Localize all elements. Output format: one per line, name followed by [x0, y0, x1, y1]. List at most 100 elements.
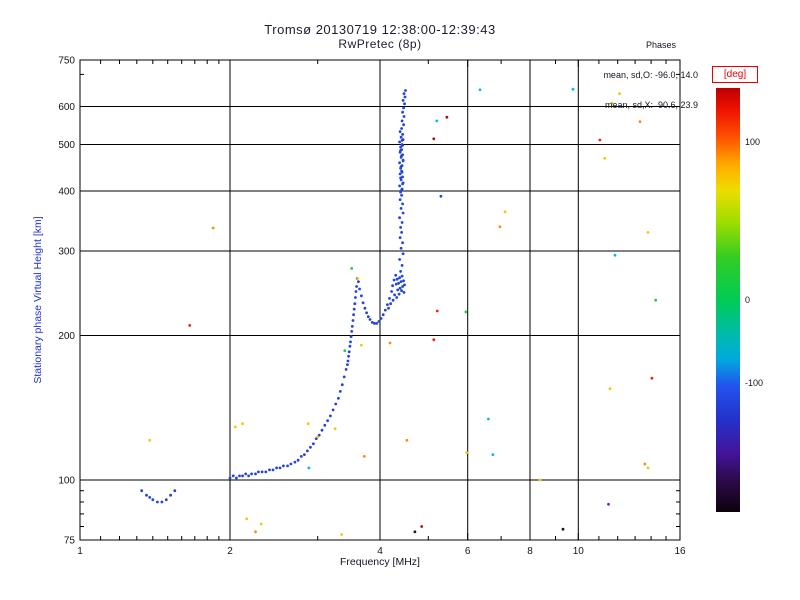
data-point	[151, 498, 155, 502]
data-point	[245, 517, 249, 521]
data-point	[391, 298, 395, 302]
colorbar-gradient	[716, 88, 740, 512]
data-point	[390, 290, 393, 293]
data-point	[346, 359, 350, 363]
data-point	[354, 290, 358, 293]
data-point	[231, 474, 235, 478]
data-point	[363, 306, 367, 310]
data-point	[398, 130, 402, 134]
data-point	[432, 137, 436, 141]
y-tick-label: 500	[58, 140, 75, 151]
y-tick-label: 300	[58, 247, 75, 258]
data-point	[148, 496, 152, 499]
data-point	[140, 489, 144, 493]
data-point	[299, 455, 303, 458]
data-point	[352, 307, 356, 311]
data-point	[478, 88, 482, 92]
data-point	[610, 101, 614, 105]
data-point	[395, 277, 399, 281]
data-point	[654, 298, 658, 302]
data-point	[362, 455, 366, 458]
data-point	[286, 464, 289, 468]
data-point	[638, 120, 642, 123]
data-point	[643, 462, 647, 466]
data-point	[487, 417, 490, 421]
data-point	[340, 383, 344, 387]
data-point	[398, 172, 402, 176]
data-point	[351, 319, 355, 322]
y-tick-label: 600	[58, 102, 75, 113]
phase-stats-o-mode: mean, sd,O: -96.0, 14.0	[603, 70, 698, 80]
data-point	[439, 194, 443, 198]
data-point	[608, 387, 612, 391]
data-point	[337, 396, 340, 400]
data-point	[400, 264, 404, 267]
data-point	[386, 303, 389, 306]
data-point	[399, 280, 403, 283]
data-point	[398, 198, 402, 202]
data-point	[399, 207, 403, 210]
data-point	[401, 144, 404, 147]
data-point	[250, 472, 254, 476]
data-point	[235, 476, 238, 480]
data-point	[350, 325, 354, 328]
data-point	[445, 115, 449, 119]
data-point	[383, 308, 387, 312]
data-point	[358, 287, 361, 291]
x-tick-label: 16	[674, 546, 686, 557]
data-point	[228, 476, 232, 480]
data-point	[399, 270, 402, 273]
x-tick-label: 6	[465, 546, 471, 557]
data-point	[352, 313, 355, 317]
data-point	[169, 493, 173, 497]
data-point	[402, 106, 405, 110]
data-point	[356, 277, 360, 280]
data-point	[309, 445, 312, 449]
data-point	[403, 102, 406, 106]
data-point	[399, 176, 402, 180]
data-point	[388, 297, 391, 300]
data-point	[401, 110, 404, 114]
data-point	[391, 284, 394, 288]
y-tick-label: 200	[58, 331, 75, 342]
data-point	[402, 115, 406, 118]
x-tick-label: 10	[573, 546, 585, 557]
data-point	[164, 498, 168, 502]
y-axis-label: Stationary phase Virtual Height [km]	[32, 216, 44, 384]
data-point	[401, 202, 404, 206]
data-point	[561, 527, 565, 531]
data-point	[350, 267, 354, 270]
data-point	[342, 375, 346, 379]
phase-stats: Phases mean, sd,O: -96.0, 14.0 mean, sd,…	[603, 20, 698, 130]
data-point	[333, 427, 337, 430]
data-point	[400, 170, 404, 174]
data-point	[340, 533, 343, 536]
data-point	[293, 460, 297, 464]
data-point	[650, 376, 654, 380]
data-point	[365, 311, 368, 315]
data-point	[613, 253, 617, 257]
data-point	[398, 276, 401, 280]
data-point	[464, 310, 468, 314]
data-point	[400, 188, 403, 192]
data-point	[264, 470, 268, 474]
data-point	[338, 390, 342, 393]
data-point	[398, 286, 402, 290]
x-tick-label: 4	[377, 546, 383, 557]
data-point	[400, 193, 403, 197]
chart-subtitle: RwPretec (8p)	[338, 37, 422, 51]
y-tick-label: 100	[58, 476, 75, 487]
data-point	[173, 489, 177, 493]
data-point	[348, 344, 352, 348]
data-point	[349, 340, 352, 344]
data-point	[373, 322, 376, 325]
data-point	[303, 453, 306, 456]
data-point	[402, 291, 406, 294]
data-point	[366, 315, 370, 318]
phase-stats-x-mode: mean, sd,X: 90.6, 23.9	[604, 100, 698, 110]
data-point	[491, 453, 495, 456]
data-point	[368, 318, 372, 321]
data-point	[405, 438, 409, 442]
data-point	[353, 302, 357, 306]
data-point	[401, 285, 404, 288]
